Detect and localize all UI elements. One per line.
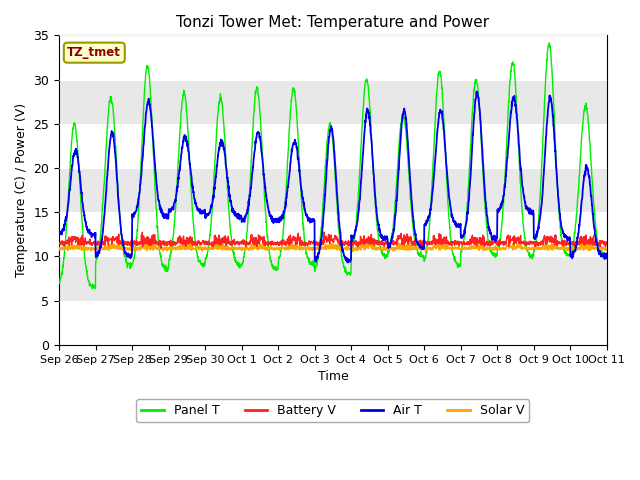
Panel T xyxy=(555,204,563,210)
Panel T xyxy=(603,253,611,259)
Bar xyxy=(59,80,607,124)
Battery V xyxy=(349,242,357,248)
Battery V xyxy=(55,241,63,247)
Legend: Panel T, Battery V, Air T, Solar V: Panel T, Battery V, Air T, Solar V xyxy=(136,399,529,422)
Panel T xyxy=(492,253,500,259)
Solar V xyxy=(570,247,578,252)
Bar xyxy=(59,256,607,300)
Solar V xyxy=(555,246,563,252)
Panel T xyxy=(55,280,63,286)
Line: Solar V: Solar V xyxy=(59,242,607,252)
X-axis label: Time: Time xyxy=(317,370,348,383)
Solar V xyxy=(349,246,356,252)
Solar V xyxy=(360,244,368,250)
Air T xyxy=(603,254,611,260)
Solar V xyxy=(390,249,397,254)
Solar V xyxy=(55,245,63,251)
Solar V xyxy=(365,240,372,245)
Solar V xyxy=(492,246,500,252)
Panel T xyxy=(545,40,553,46)
Panel T xyxy=(349,246,356,252)
Air T xyxy=(555,199,563,205)
Panel T xyxy=(208,207,216,213)
Air T xyxy=(492,237,500,242)
Panel T xyxy=(570,238,578,243)
Battery V xyxy=(320,229,328,235)
Air T xyxy=(349,233,356,239)
Title: Tonzi Tower Met: Temperature and Power: Tonzi Tower Met: Temperature and Power xyxy=(177,15,490,30)
Line: Panel T: Panel T xyxy=(59,43,607,289)
Battery V xyxy=(208,241,216,247)
Battery V xyxy=(603,240,611,245)
Line: Battery V: Battery V xyxy=(59,232,607,248)
Text: TZ_tmet: TZ_tmet xyxy=(67,46,121,59)
Panel T xyxy=(361,84,369,90)
Air T xyxy=(344,260,352,265)
Battery V xyxy=(157,245,164,251)
Air T xyxy=(570,250,578,255)
Line: Air T: Air T xyxy=(59,91,607,263)
Battery V xyxy=(492,240,500,246)
Air T xyxy=(208,202,216,208)
Y-axis label: Temperature (C) / Power (V): Temperature (C) / Power (V) xyxy=(15,103,28,277)
Battery V xyxy=(361,240,369,245)
Battery V xyxy=(570,240,578,246)
Solar V xyxy=(603,245,611,251)
Solar V xyxy=(208,246,216,252)
Air T xyxy=(361,126,369,132)
Air T xyxy=(473,88,481,94)
Bar xyxy=(59,168,607,212)
Panel T xyxy=(88,286,96,292)
Battery V xyxy=(555,239,563,245)
Air T xyxy=(55,231,63,237)
